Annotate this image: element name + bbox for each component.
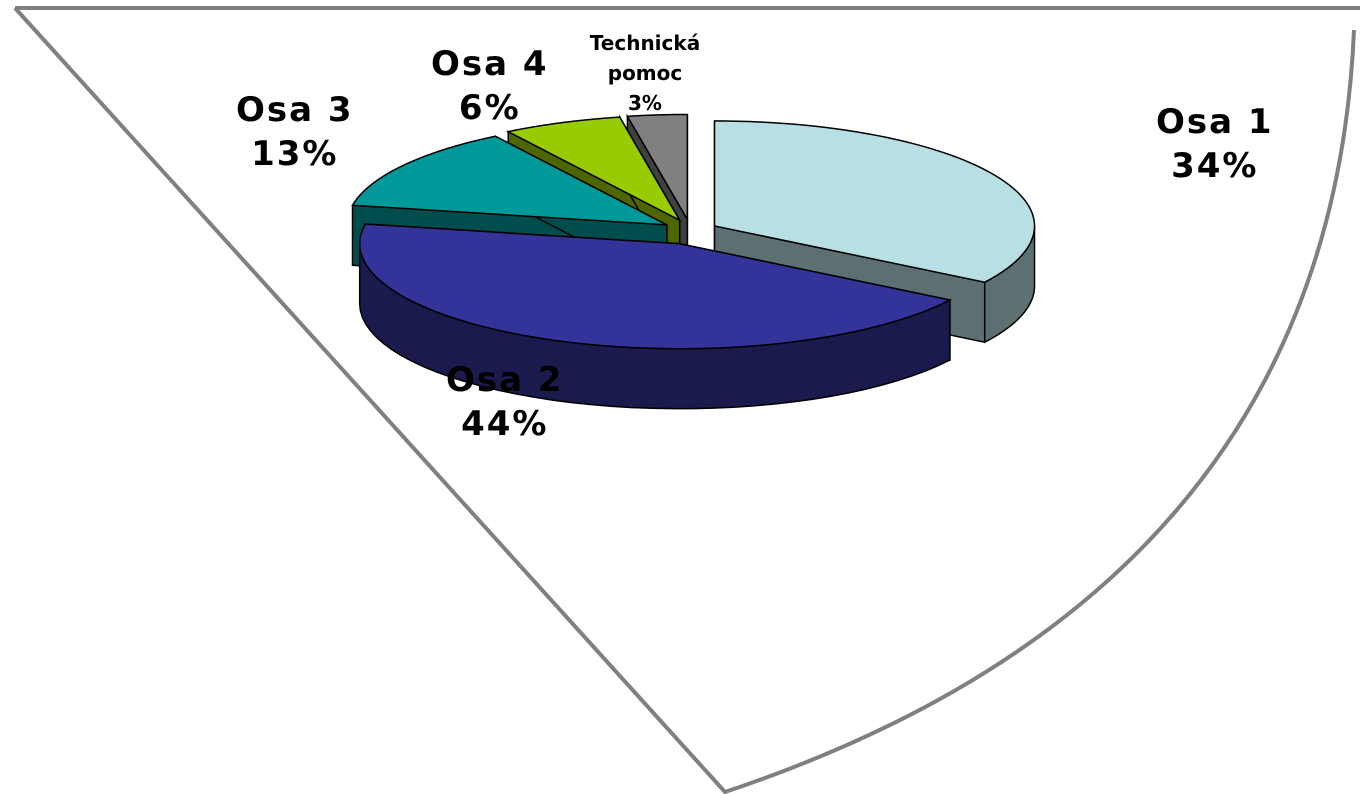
- slice: [358, 223, 953, 410]
- slice-label: Osa 4 6%: [431, 42, 549, 130]
- value-label: 3%: [628, 91, 662, 115]
- category-label: Osa 4: [431, 44, 549, 84]
- category-label: Osa 3: [236, 90, 354, 130]
- slice: [713, 120, 1036, 283]
- slice: [506, 116, 682, 223]
- slice: [626, 113, 689, 223]
- slice-label: Osa 2 44%: [446, 358, 564, 446]
- category-label: Osa 2: [446, 360, 564, 400]
- frame: [13, 6, 1360, 794]
- value-label: 6%: [458, 88, 521, 128]
- slice: [351, 135, 668, 226]
- category-label: Technická pomoc: [589, 31, 701, 85]
- slice: [358, 223, 953, 350]
- slice-label: Osa 3 13%: [236, 88, 354, 176]
- slice-label: Osa 1 34%: [1156, 100, 1274, 188]
- category-label: Osa 1: [1156, 102, 1274, 142]
- slice-label: Technická pomoc 3%: [580, 28, 710, 118]
- value-label: 34%: [1171, 146, 1259, 186]
- value-label: 13%: [251, 134, 339, 174]
- value-label: 44%: [461, 404, 549, 444]
